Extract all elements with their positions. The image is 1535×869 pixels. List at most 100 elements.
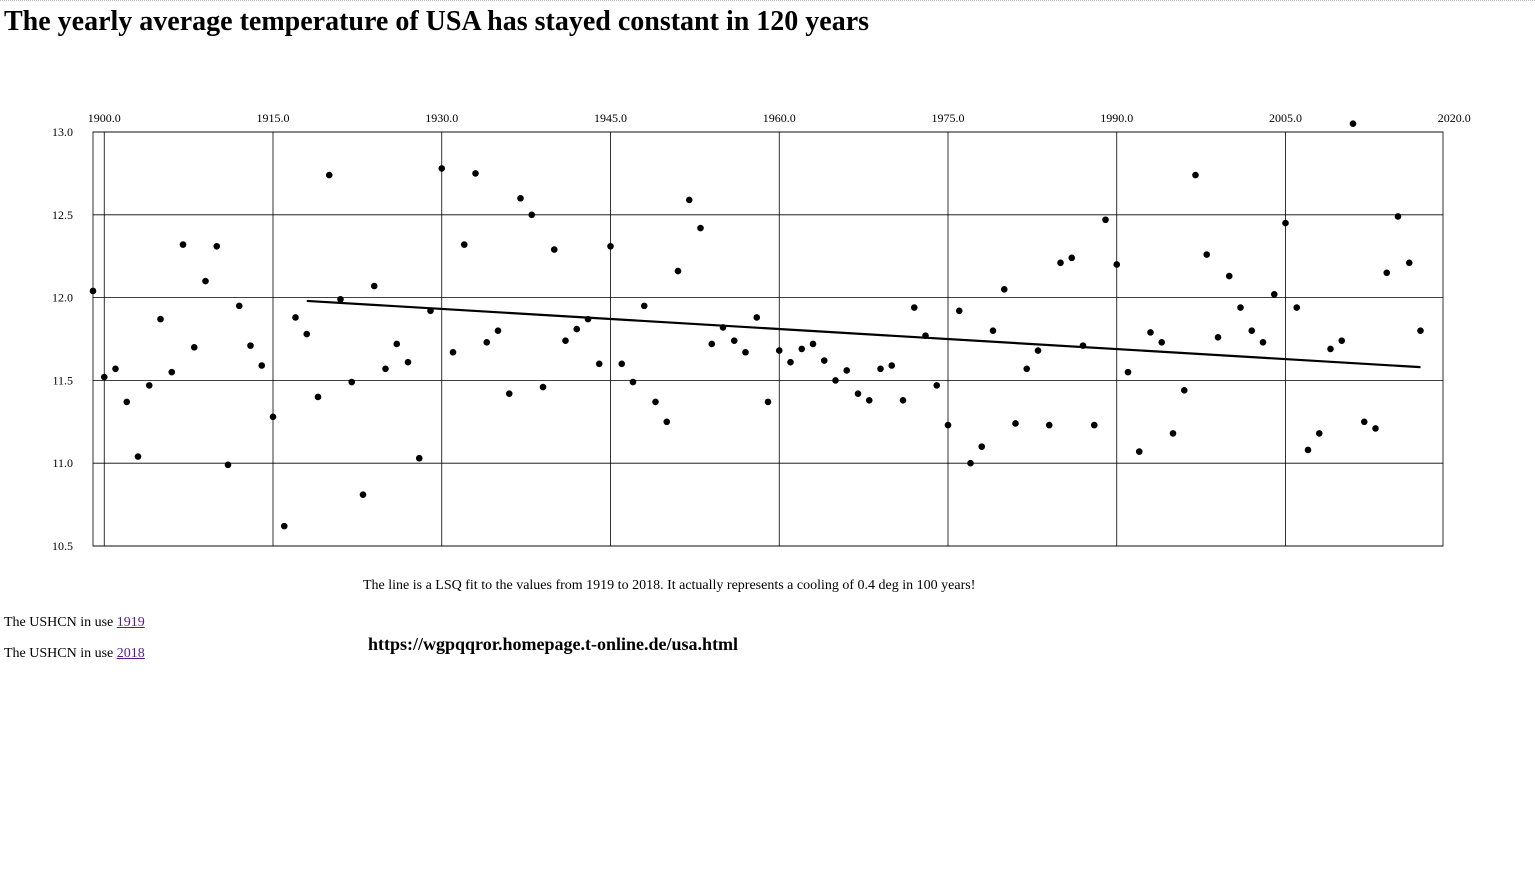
data-point [1225, 272, 1233, 280]
fit-line-layer [306, 299, 1421, 369]
data-point [708, 340, 716, 348]
data-point [1057, 259, 1064, 267]
data-point [933, 382, 941, 389]
data-point [123, 398, 131, 406]
data-point [663, 418, 671, 426]
data-point [325, 171, 333, 179]
y-tick-label: 10.5 [52, 539, 73, 553]
data-point [910, 304, 918, 311]
data-point [978, 443, 986, 450]
data-point [1012, 420, 1019, 427]
data-point [719, 324, 727, 331]
data-point [393, 340, 401, 348]
ushcn-1919-prefix: The USHCN in use [4, 615, 117, 630]
data-point [629, 378, 637, 386]
data-point [213, 242, 221, 250]
data-point [1394, 213, 1402, 220]
data-point [562, 337, 569, 344]
x-tick-label: 1915.0 [257, 111, 290, 125]
data-point [584, 315, 592, 323]
data-point [798, 345, 806, 353]
data-point [190, 343, 198, 351]
data-point [303, 330, 311, 338]
ushcn-2018-link[interactable]: 2018 [116, 646, 145, 661]
data-point [1293, 304, 1301, 311]
data-point [224, 461, 232, 469]
data-point [697, 224, 704, 232]
data-point [1180, 387, 1188, 394]
x-tick-label: 1945.0 [594, 111, 627, 125]
data-point [820, 357, 828, 364]
top-border [0, 0, 1535, 1]
data-point [235, 302, 243, 310]
data-point [1192, 171, 1199, 179]
data-point [1045, 421, 1053, 429]
ushcn-1919-line: The USHCN in use 1919 [4, 615, 145, 631]
data-point [1360, 418, 1368, 426]
data-point [652, 398, 659, 406]
data-point [1349, 120, 1357, 128]
x-tick-label: 2005.0 [1269, 111, 1302, 125]
data-point [550, 246, 558, 253]
data-point [1237, 304, 1244, 311]
data-point [370, 282, 378, 290]
data-point [168, 368, 176, 376]
data-point [865, 396, 873, 404]
source-url: https://wgpqqror.homepage.t-online.de/us… [368, 634, 739, 654]
data-point [460, 241, 468, 248]
data-point [145, 382, 153, 389]
data-point [1282, 219, 1289, 227]
fit-note: The line is a LSQ fit to the values from… [363, 578, 976, 593]
data-point [1169, 430, 1177, 437]
data-point [1338, 337, 1346, 344]
data-point [854, 390, 862, 397]
data-point [1372, 425, 1379, 432]
data-point [337, 295, 344, 303]
data-point [1417, 327, 1424, 335]
data-point [157, 315, 164, 323]
data-point [1327, 345, 1334, 353]
data-point [359, 491, 367, 498]
data-point [764, 398, 772, 406]
data-point [944, 421, 952, 429]
data-point [539, 383, 547, 391]
data-point [787, 358, 794, 366]
data-point [843, 367, 851, 374]
plot-frame [92, 131, 1444, 547]
data-point [472, 170, 479, 177]
data-point [922, 332, 929, 339]
y-tick-label: 12.0 [52, 291, 73, 305]
data-point [1034, 347, 1042, 354]
data-point [314, 393, 322, 401]
data-point [134, 453, 142, 460]
data-point [292, 314, 299, 321]
ushcn-2018-prefix: The USHCN in use [4, 646, 117, 661]
data-point [348, 378, 356, 386]
data-point [382, 365, 389, 373]
data-point [179, 241, 187, 248]
data-point [1124, 368, 1132, 376]
x-tick-label: 2020.0 [1438, 111, 1471, 125]
data-point [1214, 334, 1222, 341]
data-point [967, 459, 974, 467]
data-point [888, 362, 896, 369]
data-point [1383, 269, 1391, 277]
data-point [899, 396, 907, 404]
ushcn-1919-link[interactable]: 1919 [116, 615, 145, 630]
data-point [1304, 446, 1312, 454]
data-point [1113, 261, 1121, 268]
data-point [202, 277, 209, 285]
data-point [483, 339, 491, 346]
data-point [989, 327, 997, 335]
data-point [595, 360, 603, 368]
data-point [415, 454, 423, 462]
grid [92, 131, 1444, 547]
data-point [449, 348, 457, 356]
data-point [100, 373, 108, 381]
data-point [809, 340, 817, 348]
data-point [1135, 448, 1143, 455]
data-point [1000, 286, 1008, 293]
data-point [1090, 421, 1098, 429]
lsq-fit-line [306, 299, 1421, 369]
data-point [517, 194, 524, 202]
